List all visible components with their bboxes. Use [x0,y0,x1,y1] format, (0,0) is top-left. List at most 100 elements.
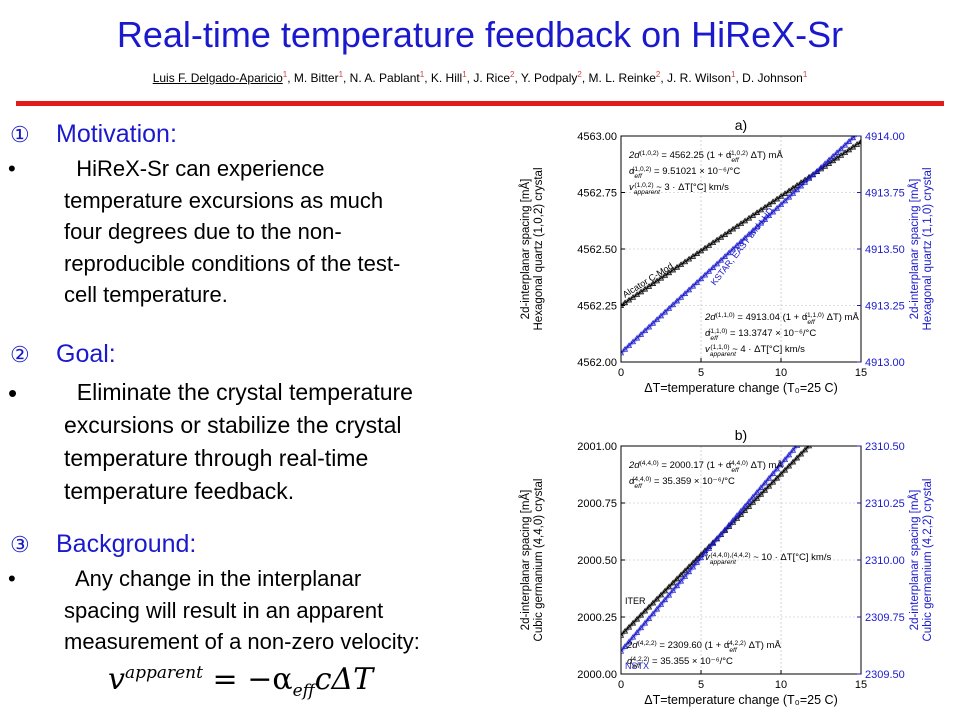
data-point [681,573,689,579]
x-tick-label: 5 [698,679,704,691]
y-tick-label-right: 2310.25 [865,498,905,510]
data-point [737,220,745,226]
motivation-line: four degrees due to the non- [64,219,342,244]
data-point [777,193,785,199]
data-point [817,164,825,170]
data-point [745,214,753,221]
data-point [673,264,681,270]
author-name: , N. A. Pablant [343,71,420,85]
data-point [745,498,753,504]
x-axis-label: ΔT=temperature change (T₀=25 C) [644,693,838,707]
data-point [697,275,705,282]
author: Luis F. Delgado-Aparicio1 [153,70,288,85]
motivation-heading: ① Motivation: [10,120,177,149]
goal-heading: ② Goal: [10,340,116,369]
x-tick-label: 5 [698,367,704,379]
data-point [681,258,689,265]
background-number: ③ [10,532,30,557]
author: , Y. Podpaly2 [514,70,582,85]
data-point [797,450,805,457]
data-point [761,216,769,222]
panel-label: b) [735,427,747,443]
data-point [845,138,853,144]
equation: αeff(1,0,2) = 9.51021 × 10⁻⁶/°C [629,166,740,180]
chart-a: 4563.00 4562.75 4562.50 4562.25 4562.00 4914.… [519,117,934,395]
author: , J. Rice2 [466,70,515,85]
data-point [669,266,677,273]
equation: 2d(4,2,2) = 2309.60 (1 + αeff(4,2,2) ΔT)… [626,640,781,654]
data-point [761,487,769,493]
x-tick-label: 0 [618,367,624,379]
y-axis-label-right: Cubic germanium (4,2,2) crystal [922,479,934,642]
data-point [797,179,805,185]
equation: αeff(4,2,2) = 35.355 × 10⁻⁶/°C [627,656,733,670]
data-point [799,438,804,443]
data-point [757,491,765,497]
equation: vapparent(1,0,2) ~ 3 · ΔT[°C] km/s [629,182,729,196]
data-point [721,253,729,259]
data-point [745,503,753,509]
data-point [825,156,833,163]
x-axis-label: ΔT=temperature change (T₀=25 C) [644,381,838,395]
data-point [621,647,625,654]
data-point [657,591,665,598]
data-point [859,128,864,133]
data-point [689,253,697,259]
data-point [645,283,653,289]
data-point [657,312,665,319]
author-name: , J. Rice [466,71,510,85]
data-point [697,554,705,561]
motivation-line: HiReX-Sr can experience [64,156,325,181]
y-tick-label-right: 2310.00 [865,555,905,567]
data-point [661,308,669,315]
formula-v: v [108,662,125,697]
author-affiliation: 2 [577,70,582,79]
data-point [649,599,657,606]
data-point [741,507,749,513]
equation: 2d(4,4,0) = 2000.17 (1 + αeff(4,4,0) ΔT)… [628,460,783,474]
data-point [753,489,761,495]
author-affiliation: 1 [282,70,288,79]
equation: αeff(1,1,0) = 13.3747 × 10⁻⁶/°C [705,328,816,342]
data-point [841,141,849,148]
data-point [665,269,673,276]
data-point [769,470,777,476]
series-line [621,141,861,306]
data-point [785,451,793,458]
data-point [621,349,625,356]
data-point [837,145,845,152]
data-point [853,141,861,147]
data-point [629,294,637,300]
data-point [725,249,733,256]
data-point [733,242,741,248]
data-point [805,175,813,181]
data-point [801,446,809,453]
motivation-line: temperature excursions as much [64,187,384,213]
data-point [757,484,765,490]
data-point [665,583,673,590]
data-point [815,435,820,440]
data-point [717,234,725,240]
data-point [769,478,777,485]
data-point [737,511,745,517]
data-point [621,632,625,638]
data-point [649,610,657,617]
data-point [773,465,781,472]
data-point [633,629,641,635]
data-point [753,223,761,230]
data-point [673,575,681,582]
data-point [793,446,801,448]
data-point [625,342,633,348]
motivation-bullet: • [8,156,16,181]
data-point [717,256,725,263]
data-point [701,244,709,251]
data-point [777,470,785,477]
series-black [621,431,824,638]
y-tick-label-right: 4913.25 [865,301,905,313]
y-axis-label-right: Hexagonal quartz (1,1,0) crystal [922,168,934,331]
data-point [829,157,837,164]
data-point [797,182,805,189]
data-point [757,219,765,226]
data-point [741,234,749,241]
data-point [819,431,824,436]
